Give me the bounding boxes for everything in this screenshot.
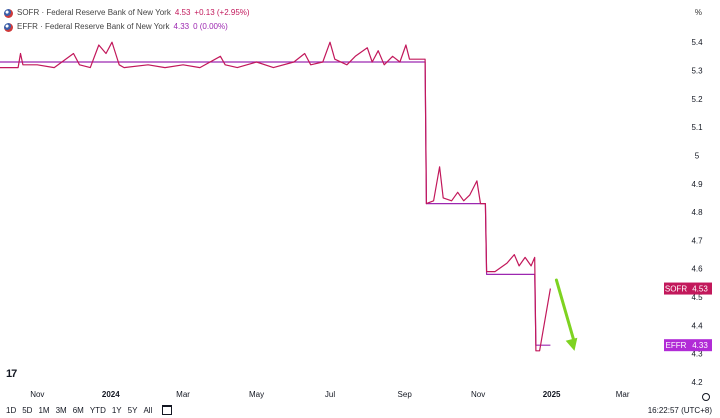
us-flag-icon [4, 22, 13, 32]
legend: SOFR · Federal Reserve Bank of New York … [4, 6, 250, 34]
y-tick-label: 5.4 [691, 38, 703, 47]
price-label-value-bg [688, 282, 712, 295]
price-label-value-bg [688, 339, 712, 352]
legend-series-change: +0.13 (+2.95%) [194, 8, 250, 17]
y-tick-label: 4.7 [691, 236, 703, 245]
y-tick-label: 4.4 [691, 321, 703, 330]
price-label-value: 4.53 [692, 285, 708, 294]
x-tick-label: 2025 [543, 390, 561, 399]
range-1d-button[interactable]: 1D [6, 405, 17, 415]
x-tick-label: May [249, 390, 264, 399]
price-label-name-bg [664, 339, 688, 352]
y-tick-label: 5.1 [691, 123, 703, 132]
y-tick-label: 4.2 [691, 378, 703, 387]
annotation-arrow-shaft [554, 278, 576, 345]
series-line-sofr [0, 41, 551, 352]
y-tick-label: 5 [695, 151, 700, 160]
range-all-button[interactable]: All [143, 405, 153, 415]
range-5d-button[interactable]: 5D [22, 405, 33, 415]
time-range-bar: 1D 5D 1M 3M 6M YTD 1Y 5Y All [0, 402, 720, 418]
legend-series-name: EFFR · Federal Reserve Bank of New York [17, 22, 170, 31]
x-tick-label: Sep [398, 390, 413, 399]
tradingview-logo[interactable]: 17 [6, 368, 17, 380]
y-tick-label: 4.9 [691, 180, 703, 189]
y-tick-label: 4.5 [691, 293, 703, 302]
settings-gear-icon [702, 393, 710, 401]
x-tick-label: Jul [325, 390, 335, 399]
legend-series-value: 4.53 [174, 8, 191, 17]
us-flag-icon [4, 8, 13, 18]
price-label-name: SOFR [665, 285, 687, 294]
y-tick-label: 4.3 [691, 350, 703, 359]
series-line-effr [0, 61, 551, 346]
range-3m-button[interactable]: 3M [55, 405, 67, 415]
x-tick-label: Mar [176, 390, 190, 399]
legend-series-change: 0 (0.00%) [193, 22, 228, 31]
unit-label: % [694, 8, 702, 17]
annotation-arrow-head [565, 337, 578, 351]
legend-series-value: 4.33 [173, 22, 190, 31]
time-readout: 16:22:57 (UTC+8) [647, 406, 712, 415]
range-1y-button[interactable]: 1Y [111, 405, 122, 415]
legend-row-sofr[interactable]: SOFR · Federal Reserve Bank of New York … [4, 6, 250, 20]
y-tick-label: 4.6 [691, 265, 703, 274]
y-tick-label: 5.3 [691, 66, 703, 75]
legend-row-effr[interactable]: EFFR · Federal Reserve Bank of New York … [4, 20, 250, 34]
range-5y-button[interactable]: 5Y [127, 405, 138, 415]
price-label-name-bg [664, 282, 688, 295]
price-label-name: EFFR [666, 341, 687, 350]
x-tick-label: Mar [616, 390, 630, 399]
y-tick-label: 5.2 [691, 95, 703, 104]
legend-series-name: SOFR · Federal Reserve Bank of New York [17, 8, 171, 17]
x-tick-label: Nov [30, 390, 44, 399]
y-tick-label: 4.8 [691, 208, 703, 217]
price-label-value: 4.33 [692, 341, 708, 350]
range-6m-button[interactable]: 6M [72, 405, 84, 415]
x-tick-label: 2024 [102, 390, 120, 399]
calendar-icon[interactable] [162, 405, 173, 415]
x-tick-label: Nov [471, 390, 485, 399]
range-ytd-button[interactable]: YTD [89, 405, 106, 415]
range-1m-button[interactable]: 1M [38, 405, 50, 415]
